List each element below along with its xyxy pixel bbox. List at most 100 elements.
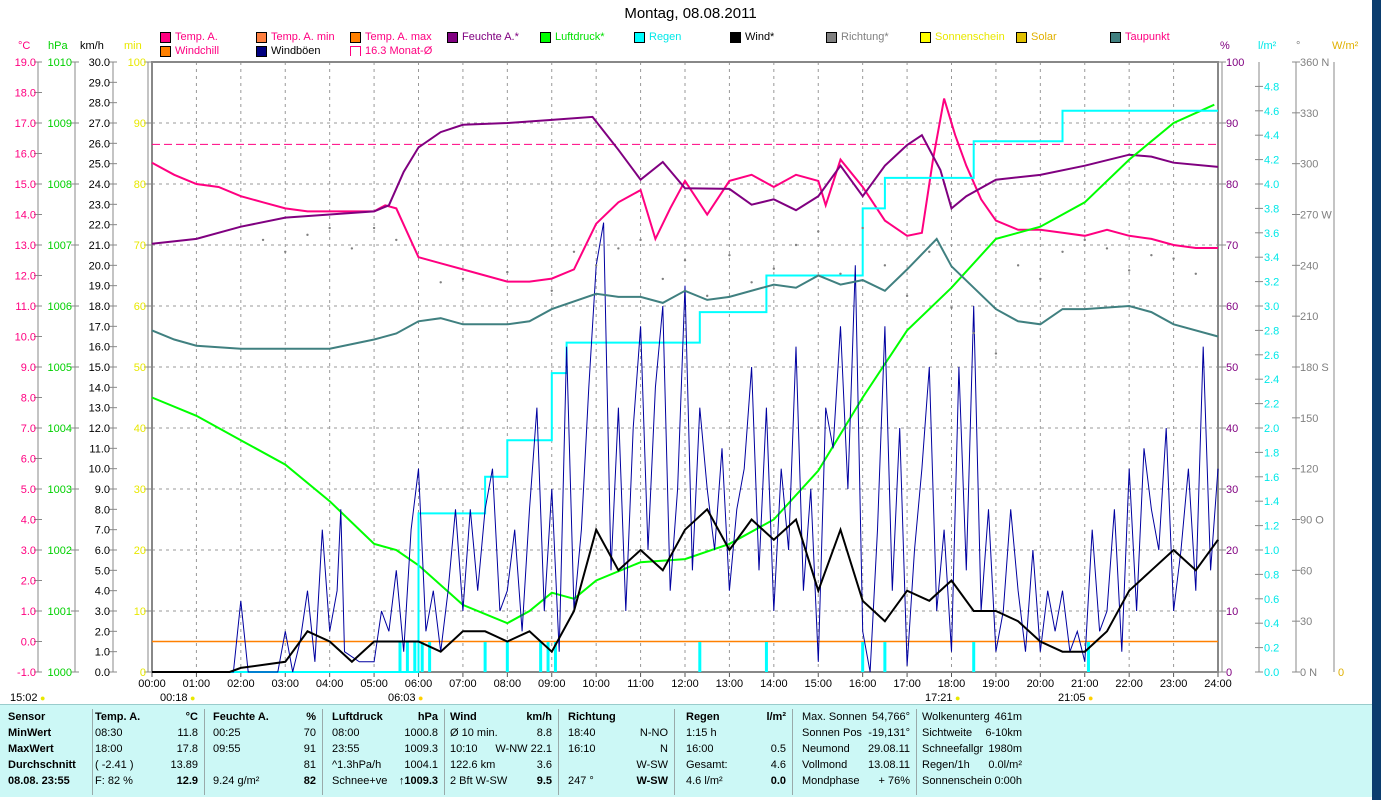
temp-tick-label: 13.0 [15, 240, 36, 252]
legend-item: Wind* [730, 31, 774, 43]
x-tick-label: 03:00 [271, 678, 299, 690]
summary-label: Luftdruck [332, 711, 383, 723]
x-tick-label: 07:00 [449, 678, 477, 690]
wind-tick-label: 24.0 [89, 179, 110, 191]
minutes-tick-label: 20 [134, 545, 146, 557]
wind-tick-label: 16.0 [89, 342, 110, 354]
summary-value: W-SW [636, 775, 668, 787]
series-regen [152, 109, 1218, 673]
summary-row: Mondphase + 76% [802, 773, 910, 789]
temp-tick-label: 14.0 [15, 210, 36, 222]
summary-label: 09:55 [213, 743, 241, 755]
legend-swatch [256, 45, 267, 57]
legend-swatch [447, 31, 458, 43]
direction-point [572, 250, 576, 253]
wind-tick-label: 21.0 [89, 240, 110, 252]
temp-tick-label: 7.0 [21, 423, 36, 435]
minutes-tick-label: 40 [134, 423, 146, 435]
series-wind [152, 507, 1219, 673]
legend-label: Feuchte A.* [462, 31, 519, 43]
pressure-tick-label: 1006 [48, 301, 72, 313]
wind-tick-label: 17.0 [89, 321, 110, 333]
x-tick-label: 22:00 [1115, 678, 1143, 690]
wind-tick-label: 22.0 [89, 220, 110, 232]
legend-item: Solar [1016, 31, 1057, 43]
summary-row: Neumond 29.08.11 [802, 741, 910, 757]
legend-label: Temp. A. max [365, 31, 432, 43]
x-tick-label: 19:00 [982, 678, 1010, 690]
wind-tick-label: 29.0 [89, 77, 110, 89]
direction-tick-label: 360 N [1300, 57, 1329, 69]
legend-label: 16.3 Monat-Ø [365, 45, 433, 57]
rain-tick-label: 1.6 [1264, 472, 1279, 484]
summary-row: Feuchte A.% [213, 709, 316, 725]
wind-tick-label: 23.0 [89, 199, 110, 211]
direction-point [994, 352, 998, 355]
wind-tick-label: 20.0 [89, 260, 110, 272]
humidity-tick-label: 100 [1226, 57, 1244, 69]
wind-tick-label: 15.0 [89, 362, 110, 374]
direction-point [1105, 247, 1109, 250]
x-tick-label: 18:00 [938, 678, 966, 690]
temp-tick-label: 15.0 [15, 179, 36, 191]
direction-point [328, 226, 331, 230]
pressure-tick-label: 1007 [48, 240, 72, 252]
summary-row: 122.6 km 3.6 [450, 757, 552, 773]
summary-value: ↑1009.3 [398, 775, 438, 787]
summary-row: Ø 10 min. 8.8 [450, 725, 552, 741]
summary-label: 9.24 g/m² [213, 775, 260, 787]
summary-row: MaxWert [8, 741, 86, 757]
rain-tick-label: 4.8 [1264, 81, 1279, 93]
summary-label: Richtung [568, 711, 616, 723]
summary-row: 08.08. 23:55 [8, 773, 86, 789]
legend-item: Temp. A. [160, 31, 218, 43]
summary-row: Sonnenschein 0:00h [922, 773, 1022, 789]
summary-row: 81 [213, 757, 316, 773]
summary-value: 8.8 [536, 727, 552, 739]
rain-tick-label: 4.2 [1264, 155, 1279, 167]
time-marker: 06:03 ● [388, 692, 423, 704]
direction-tick-label: 150 [1300, 413, 1318, 425]
summary-column: Sensor MinWert MaxWert Durchschnitt 08.08. 2… [8, 709, 93, 795]
summary-row: 18:00 17.8 [95, 741, 198, 757]
summary-value: km/h [526, 711, 552, 723]
legend-swatch [920, 31, 931, 43]
summary-value: 1980m [988, 743, 1022, 755]
summary-column: Luftdruck hPa 08:00 1000.8 23:55 1009.3 ^1.3hP… [332, 709, 445, 795]
summary-value: N-NO [639, 727, 668, 739]
x-tick-label: 09:00 [538, 678, 566, 690]
legend-item: Temp. A. min [256, 31, 335, 43]
summary-label: 08:30 [95, 727, 123, 739]
summary-column: Regen l/m² 1:15 h 16:00 0.5 Gesamt: 4.6 4.6 l/m… [686, 709, 793, 795]
direction-point [683, 259, 687, 262]
summary-row: Sensor [8, 709, 86, 725]
summary-value: 1009.3 [404, 743, 438, 755]
temp-unit-label: °C [18, 40, 31, 52]
legend-swatch [160, 31, 171, 43]
summary-column: Wolkenunterg 461m Sichtweite 6-10km Schneefa… [922, 709, 1022, 789]
temp-tick-label: 3.0 [21, 545, 36, 557]
summary-row: 2 Bft W-SW 9.5 [450, 773, 552, 789]
minutes-tick-label: 50 [134, 362, 146, 374]
temp-tick-label: 9.0 [21, 362, 36, 374]
summary-value: 9.5 [536, 775, 552, 787]
x-tick-label: 00:00 [138, 678, 166, 690]
wind-tick-label: 27.0 [89, 118, 110, 130]
direction-point [972, 331, 975, 335]
legend-item: 16.3 Monat-Ø [350, 45, 432, 57]
summary-value: 29.08.11 [867, 743, 910, 755]
summary-value: 17.8 [176, 743, 198, 755]
wind-tick-label: 28.0 [89, 98, 110, 110]
direction-point [617, 247, 620, 250]
direction-point [461, 277, 465, 281]
summary-label: Temp. A. [95, 711, 141, 723]
summary-row: 00:25 70 [213, 725, 316, 741]
summary-label: 247 ° [568, 775, 594, 787]
pressure-tick-label: 1004 [48, 423, 72, 435]
summary-value: 0.0l/m² [988, 759, 1022, 771]
legend-item: Feuchte A.* [447, 31, 519, 43]
summary-label: MinWert [8, 727, 52, 739]
direction-tick-label: 180 S [1300, 362, 1329, 374]
temp-tick-label: 18.0 [15, 88, 36, 100]
legend-label: Wind* [745, 31, 775, 43]
